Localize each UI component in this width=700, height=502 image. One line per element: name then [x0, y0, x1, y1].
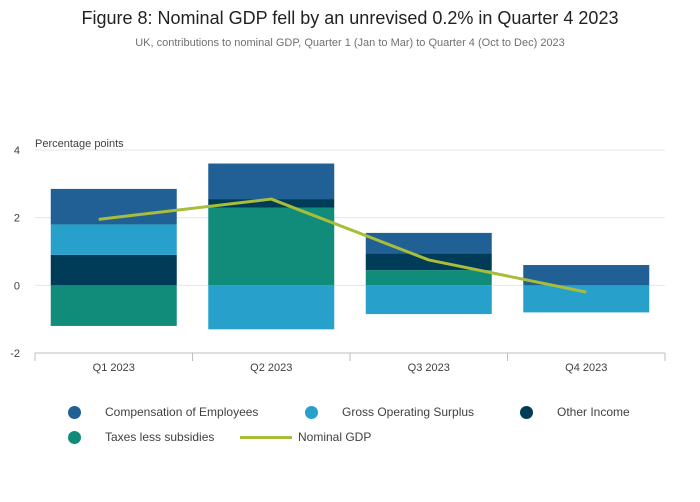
legend-label-gross-operating-surplus: Gross Operating Surplus: [342, 405, 475, 419]
bar-compensation-of-employees-q1-2023: [50, 188, 177, 225]
y-tick-label: 0: [14, 280, 20, 292]
y-tick-label: -2: [10, 348, 20, 360]
x-tick-label: Q3 2023: [408, 362, 450, 374]
y-tick-labels: 4 2 0 -2: [10, 145, 20, 360]
bar-other-income-q2-2023: [208, 199, 335, 208]
legend-label-other-income: Other Income: [557, 405, 630, 419]
legend-label-compensation: Compensation of Employees: [105, 405, 259, 419]
bar-gross-operating-surplus-q4-2023: [523, 285, 650, 313]
bars: [50, 163, 650, 330]
x-axis: Q1 2023 Q2 2023 Q3 2023 Q4 2023: [34, 352, 666, 374]
legend-swatch-compensation: [68, 405, 81, 419]
bar-taxes-less-subsidies-q3-2023: [365, 270, 492, 286]
legend-item-gross-operating-surplus: Gross Operating Surplus: [305, 405, 474, 419]
legend-swatch-gross-operating-surplus: [305, 405, 318, 419]
legend-swatch-nominal-gdp: [240, 435, 292, 439]
nominal-gdp-line: [98, 197, 587, 294]
x-tick-label: Q1 2023: [93, 362, 135, 374]
legend-swatch-other-income: [520, 405, 533, 419]
bar-compensation-of-employees-q4-2023: [523, 265, 650, 286]
bar-taxes-less-subsidies-q2-2023: [208, 207, 335, 286]
bar-gross-operating-surplus-q3-2023: [365, 285, 492, 315]
nominal-gdp-line-path: [98, 197, 587, 294]
x-tick-label: Q2 2023: [250, 362, 292, 374]
bar-gross-operating-surplus-q1-2023: [50, 224, 177, 255]
legend-swatch-taxes: [68, 430, 81, 444]
legend-item-taxes: Taxes less subsidies: [68, 430, 214, 444]
legend-label-nominal-gdp: Nominal GDP: [298, 430, 372, 444]
legend-item-compensation: Compensation of Employees: [68, 405, 258, 419]
bar-gross-operating-surplus-q2-2023: [208, 285, 335, 330]
legend-item-other-income: Other Income: [520, 405, 630, 419]
y-axis-label: Percentage points: [35, 138, 124, 150]
legend: Compensation of Employees Gross Operatin…: [60, 405, 680, 455]
chart-title: Figure 8: Nominal GDP fell by an unrevis…: [81, 8, 619, 28]
y-tick-label: 4: [14, 145, 20, 157]
legend-label-taxes: Taxes less subsidies: [105, 430, 215, 444]
bar-compensation-of-employees-q2-2023: [208, 163, 335, 200]
x-tick-label: Q4 2023: [565, 362, 607, 374]
legend-item-nominal-gdp: Nominal GDP: [240, 430, 371, 444]
y-tick-label: 2: [14, 213, 20, 225]
bar-other-income-q1-2023: [50, 254, 177, 286]
bar-taxes-less-subsidies-q1-2023: [50, 285, 177, 326]
chart-subtitle: UK, contributions to nominal GDP, Quarte…: [135, 37, 565, 49]
chart-svg: Percentage points 4 2 0 -2 Q1 2023 Q2 2023 Q3…: [10, 138, 666, 374]
